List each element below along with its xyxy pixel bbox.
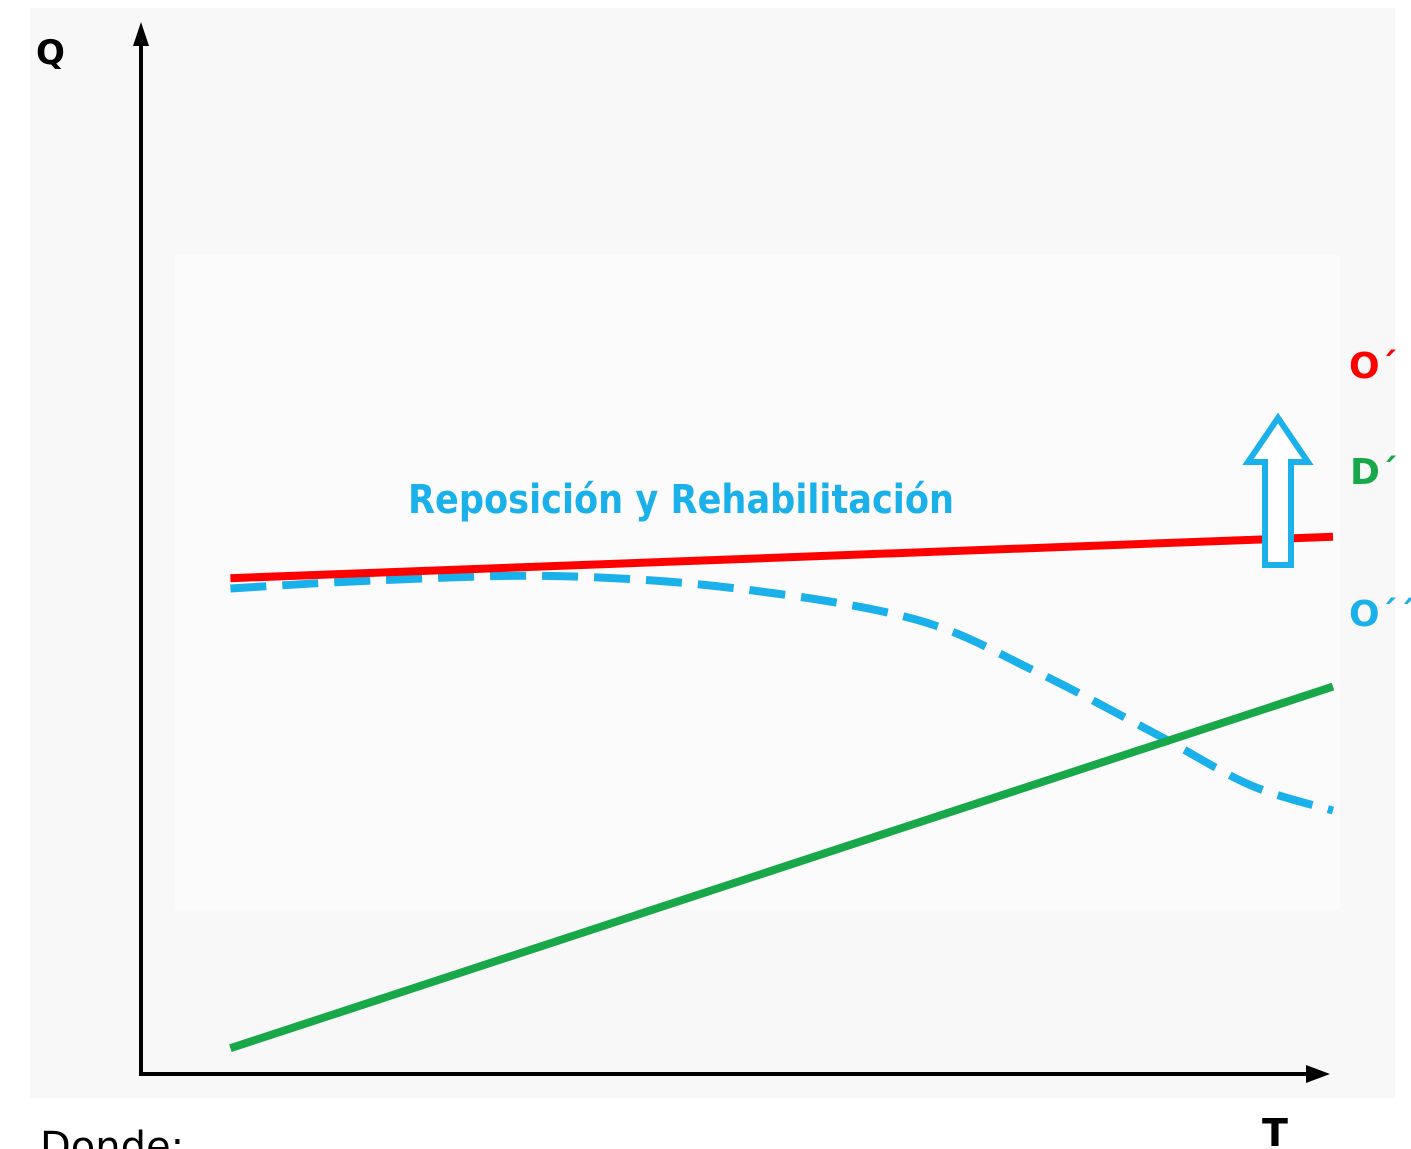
series-label-o-prime: O´ <box>1349 346 1398 387</box>
footer-text: Donde: <box>40 1124 184 1149</box>
y-axis-arrowhead <box>133 22 149 46</box>
y-axis-label: Q <box>36 33 65 73</box>
x-axis-arrowhead <box>1306 1065 1330 1083</box>
series-line-d-prime <box>229 682 1335 1053</box>
series-label-d-prime: D´ <box>1350 452 1398 493</box>
series-line-o-prime <box>230 532 1334 583</box>
annotation-text: Reposición y Rehabilitación <box>408 477 954 523</box>
series-layer <box>229 532 1335 1053</box>
up-arrow-icon <box>1242 412 1314 568</box>
x-axis-label: T <box>1262 1111 1288 1149</box>
series-label-o-double-prime: O´´ <box>1349 594 1411 635</box>
series-line-o-double-prime <box>230 571 1335 815</box>
